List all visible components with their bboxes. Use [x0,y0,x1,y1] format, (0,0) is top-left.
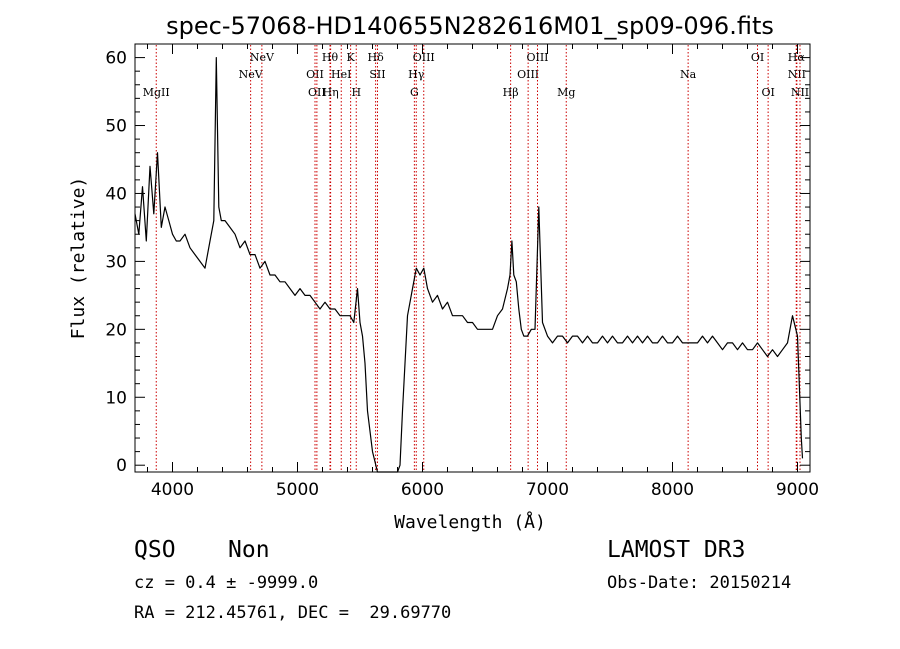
x-tick-label: 4000 [151,480,194,500]
x-tick-label: 6000 [401,480,444,500]
x-tick-label: 8000 [651,480,694,500]
spectral-line-label: Hθ [322,51,339,64]
spectral-line-label: Hδ [368,51,385,64]
x-axis: 4000 5000 6000 7000 8000 9000 [147,44,819,500]
spectral-line-label: OIII [413,51,435,64]
spectrum-line [134,56,804,473]
object-subclass: Non [228,537,270,563]
spectral-line-label: K [347,51,356,64]
spectral-line-label: Na [680,68,697,81]
observation-date: Obs-Date: 20150214 [607,573,792,593]
plot-frame [134,43,811,473]
spectral-line-label: NeV [250,51,275,64]
spectral-line-label: Mg [557,86,575,99]
x-tick-label: 5000 [276,480,319,500]
spectral-line-label: Hγ [408,68,425,81]
object-class: QSO [134,537,176,563]
chart-title: spec-57068-HD140655N282616M01_sp09-096.f… [166,12,774,40]
spectral-line-label: SII [369,68,385,81]
spectral-line-label: Hα [788,51,806,64]
line-markers: MgII NeV NeV OII OII Hθ Hη HeI K H Hδ SII G Hγ OIII Hβ O… [143,45,809,471]
spectral-line-label: NII [788,68,806,81]
y-tick-label: 60 [105,49,127,69]
spectral-line-label: OII [308,86,326,99]
spectral-line-label: NII [791,86,809,99]
spectrum-series [134,56,804,473]
y-tick-label: 40 [105,184,127,204]
spectral-line-label: OIII [517,68,539,81]
x-axis-label: Wavelength (Å) [394,511,546,533]
spectral-line-label: OIII [526,51,548,64]
y-tick-label: 20 [105,320,127,340]
y-tick-label: 30 [105,252,127,272]
coordinates-readout: RA = 212.45761, DEC = 29.69770 [134,603,452,623]
spectral-line-label: OII [306,68,324,81]
y-axis-label: Flux (relative) [68,177,89,340]
spectral-line-label: Hβ [503,86,519,99]
y-axis: 0 10 20 30 40 50 60 [105,43,810,476]
y-tick-label: 0 [116,456,127,476]
spectral-line-label: Hη [323,86,339,99]
spectral-line-label: MgII [143,86,170,99]
redshift-readout: cz = 0.4 ± -9999.0 [134,573,319,593]
spectral-line-label: HeI [331,68,351,81]
y-tick-label: 10 [105,388,127,408]
spectral-line-label: G [410,86,419,99]
spectral-line-label: OI [761,86,774,99]
spectral-line-label: OI [751,51,764,64]
x-tick-label: 9000 [776,480,819,500]
x-tick-label: 7000 [526,480,569,500]
spectral-line-label: H [351,86,361,99]
survey-name: LAMOST DR3 [607,537,746,563]
spectral-line-label: NeV [239,68,264,81]
y-tick-label: 50 [105,117,127,137]
